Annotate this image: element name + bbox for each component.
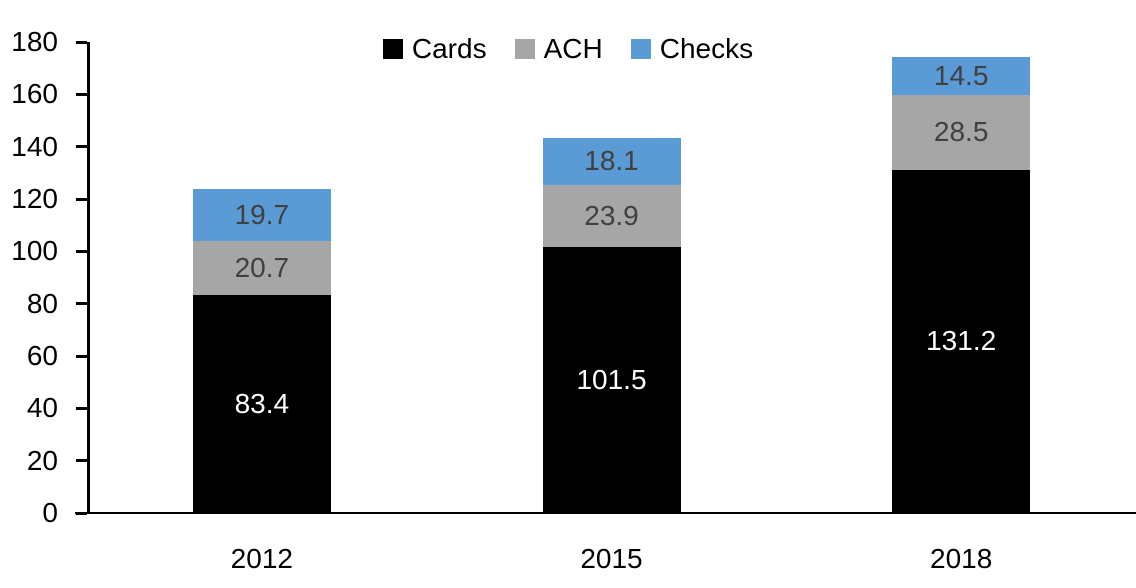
legend-label: ACH — [543, 33, 603, 64]
bar-segment-ach-2018: 28.5 — [892, 95, 1031, 170]
y-tick-mark — [76, 249, 87, 253]
y-tick-mark — [76, 302, 87, 306]
bar-segment-checks-2018: 14.5 — [892, 57, 1031, 96]
legend-item-cards: Cards — [382, 33, 487, 65]
y-tick-mark — [76, 459, 87, 463]
y-axis-line — [87, 42, 90, 514]
legend-item-ach: ACH — [514, 33, 603, 65]
y-tick-label: 0 — [42, 497, 58, 528]
bar-segment-label: 28.5 — [933, 116, 989, 148]
y-tick-label: 40 — [26, 392, 58, 424]
bar-segment-checks-2012: 19.7 — [192, 189, 331, 241]
y-tick-mark — [76, 92, 87, 96]
legend-swatch-cards-icon — [382, 39, 403, 59]
x-axis-line — [75, 512, 1136, 514]
legend-label: Cards — [411, 33, 487, 64]
y-tick-label: 180 — [11, 26, 58, 57]
x-category-label: 2015 — [580, 543, 643, 574]
bar-segment-label: 83.4 — [234, 387, 290, 419]
legend-item-checks: Checks — [630, 33, 754, 65]
bar-segment-label: 19.7 — [234, 198, 290, 230]
y-tick-mark — [76, 197, 87, 201]
legend-swatch-checks-icon — [630, 39, 651, 59]
y-tick-label: 60 — [26, 340, 58, 371]
bar-segment-label: 23.9 — [584, 200, 639, 232]
y-tick-label: 120 — [11, 183, 58, 214]
legend-label: Checks — [659, 33, 754, 64]
y-tick-mark — [76, 406, 87, 410]
bar-segment-label: 20.7 — [234, 251, 290, 283]
y-tick-mark — [76, 40, 87, 44]
y-tick-mark — [76, 511, 87, 515]
bar-segment-label: 18.1 — [584, 145, 639, 177]
y-tick-label: 140 — [11, 130, 58, 162]
y-tick-label: 80 — [26, 287, 58, 319]
bar-segment-ach-2012: 20.7 — [192, 240, 331, 295]
bar-segment-cards-2012: 83.4 — [192, 294, 331, 513]
bar-segment-checks-2015: 18.1 — [542, 137, 681, 185]
bar-segment-ach-2015: 23.9 — [542, 184, 681, 248]
y-tick-label: 160 — [11, 78, 58, 110]
bar-segment-cards-2018: 131.2 — [892, 169, 1031, 513]
y-tick-mark — [76, 354, 87, 358]
x-category-label: 2018 — [930, 543, 993, 574]
bar-segment-cards-2015: 101.5 — [542, 247, 681, 513]
y-tick-mark — [76, 145, 87, 149]
y-tick-label: 20 — [26, 444, 58, 476]
x-category-label: 2012 — [230, 543, 293, 574]
legend-swatch-ach-icon — [514, 39, 535, 59]
bar-segment-label: 14.5 — [933, 60, 989, 92]
y-tick-label: 100 — [11, 235, 58, 267]
bar-segment-label: 131.2 — [926, 325, 997, 357]
bar-segment-label: 101.5 — [576, 364, 647, 396]
